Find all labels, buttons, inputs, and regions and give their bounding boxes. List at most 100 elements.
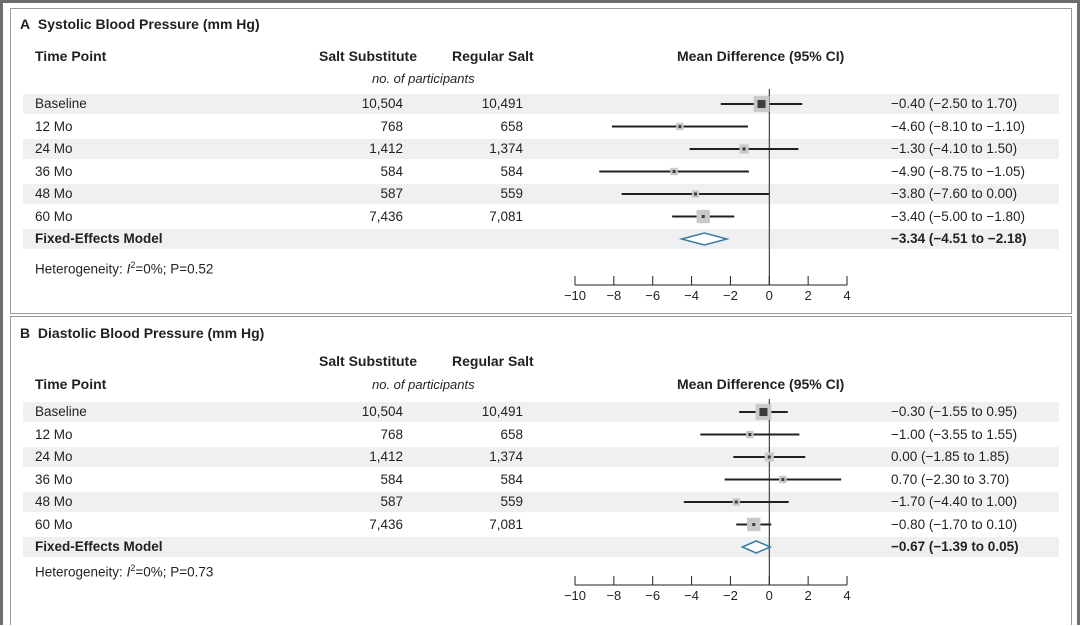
- row-stripe: [23, 492, 1059, 512]
- row-label: 12 Mo: [35, 118, 73, 134]
- x-tick-label: 2: [805, 588, 812, 603]
- x-tick-label: 4: [843, 288, 850, 303]
- heterogeneity-prefix: Heterogeneity:: [35, 564, 127, 580]
- heterogeneity-sup: 2: [130, 260, 136, 270]
- participants-note: no. of participants: [372, 377, 475, 392]
- summary-diamond: [678, 232, 730, 246]
- panel-title: B Diastolic Blood Pressure (mm Hg): [20, 325, 264, 341]
- row-label: Baseline: [35, 96, 87, 111]
- panel-letter: B: [20, 325, 31, 341]
- heterogeneity-note: Heterogeneity: I2=0%; P=0.52: [35, 257, 213, 278]
- row-stripe: [23, 447, 1059, 467]
- panel-title-text: Diastolic Blood Pressure (mm Hg): [37, 325, 265, 341]
- row-n-salt-substitute: 768: [380, 118, 403, 134]
- row-ci-text: −4.60 (−8.10 to −1.10): [891, 118, 1025, 134]
- row-n-regular-salt: 7,081: [489, 208, 523, 224]
- row-n-regular-salt: 559: [500, 186, 523, 201]
- row-ci-text: −1.70 (−4.40 to 1.00): [891, 494, 1018, 509]
- col-header-mean-difference: Mean Difference (95% CI): [677, 48, 845, 64]
- row-n-salt-substitute: 584: [380, 163, 403, 179]
- heterogeneity-stat: I: [126, 564, 131, 580]
- row-ci-text: 0.70 (−2.30 to 3.70): [891, 471, 1010, 487]
- row-ci-text: −1.30 (−4.10 to 1.50): [891, 141, 1018, 156]
- row-n-regular-salt: 658: [500, 426, 523, 442]
- row-stripe: [23, 537, 1059, 557]
- row-n-regular-salt: 559: [500, 494, 523, 509]
- panel-title: A Systolic Blood Pressure (mm Hg): [20, 16, 260, 32]
- row-n-salt-substitute: 10,504: [361, 404, 403, 419]
- row-n-regular-salt: 658: [500, 118, 523, 134]
- row-n-salt-substitute: 587: [380, 494, 403, 509]
- row-stripe: [23, 229, 1059, 249]
- row-n-regular-salt: 584: [500, 471, 523, 487]
- point-estimate: [757, 100, 766, 108]
- x-tick-label: 2: [805, 288, 812, 303]
- x-tick-label: −2: [723, 288, 738, 303]
- row-ci-text: −1.00 (−3.55 to 1.55): [891, 426, 1018, 442]
- point-estimate: [734, 500, 738, 504]
- x-tick-label: −6: [645, 588, 660, 603]
- point-estimate: [672, 170, 676, 173]
- panel-systolic: A Systolic Blood Pressure (mm Hg) Time P…: [10, 8, 1072, 314]
- panel-diastolic: B Diastolic Blood Pressure (mm Hg) Salt …: [10, 316, 1072, 625]
- x-tick-label: −10: [564, 588, 586, 603]
- x-tick-label: 0: [766, 288, 773, 303]
- participants-note: no. of participants: [372, 71, 475, 86]
- row-label: 60 Mo: [35, 516, 73, 532]
- row-n-salt-substitute: 7,436: [369, 208, 403, 224]
- row-n-regular-salt: 10,491: [481, 404, 523, 419]
- row-label: 48 Mo: [35, 494, 73, 509]
- row-n-regular-salt: 1,374: [489, 141, 523, 156]
- summary-label: Fixed-Effects Model: [35, 231, 163, 246]
- row-n-salt-substitute: 1,412: [369, 449, 403, 464]
- summary-ci-text: −0.67 (−1.39 to 0.05): [891, 539, 1019, 554]
- summary-label: Fixed-Effects Model: [35, 539, 163, 554]
- row-n-regular-salt: 10,491: [481, 96, 523, 111]
- col-header-time-point: Time Point: [35, 48, 107, 64]
- panel-letter: A: [20, 16, 31, 32]
- point-estimate: [767, 455, 771, 459]
- point-estimate: [701, 215, 705, 218]
- row-ci-text: −3.40 (−5.00 to −1.80): [891, 208, 1025, 224]
- x-tick-label: −8: [606, 288, 621, 303]
- row-stripe: [23, 402, 1059, 422]
- row-stripe: [23, 94, 1059, 114]
- row-stripe: [23, 139, 1059, 159]
- heterogeneity-rest: =0%; P=0.52: [135, 261, 214, 277]
- row-n-salt-substitute: 1,412: [369, 141, 403, 156]
- forest-plot-diastolic: −10 −8 −6 −4 −2 0 2 4: [564, 399, 851, 603]
- row-n-salt-substitute: 587: [380, 186, 403, 201]
- row-n-salt-substitute: 768: [380, 426, 403, 442]
- row-n-salt-substitute: 584: [380, 471, 403, 487]
- row-label: 36 Mo: [35, 163, 73, 179]
- row-label: Baseline: [35, 404, 87, 419]
- point-estimate: [752, 523, 756, 526]
- row-ci-text: −0.30 (−1.55 to 0.95): [891, 404, 1018, 419]
- row-ci-text: −0.80 (−1.70 to 0.10): [891, 516, 1018, 532]
- point-estimate: [781, 478, 785, 481]
- row-ci-text: −4.90 (−8.75 to −1.05): [891, 163, 1025, 179]
- col-header-regular-salt: Regular Salt: [452, 48, 534, 64]
- row-label: 12 Mo: [35, 426, 73, 442]
- row-n-salt-substitute: 10,504: [361, 96, 403, 111]
- col-header-salt-substitute: Salt Substitute: [319, 48, 418, 64]
- panel-title-text: Systolic Blood Pressure (mm Hg): [37, 16, 260, 32]
- row-n-salt-substitute: 7,436: [369, 516, 403, 532]
- point-estimate: [742, 147, 746, 151]
- x-tick-label: 4: [843, 588, 850, 603]
- row-stripe: [23, 184, 1059, 204]
- row-ci-text: 0.00 (−1.85 to 1.85): [891, 449, 1010, 464]
- row-label: 60 Mo: [35, 208, 73, 224]
- row-n-regular-salt: 7,081: [489, 516, 523, 532]
- heterogeneity-prefix: Heterogeneity:: [35, 261, 127, 277]
- summary-ci-text: −3.34 (−4.51 to −2.18): [891, 231, 1027, 246]
- col-header-mean-difference: Mean Difference (95% CI): [677, 376, 845, 392]
- x-tick-label: 0: [766, 588, 773, 603]
- col-header-time-point: Time Point: [35, 376, 107, 392]
- point-estimate: [759, 408, 768, 416]
- point-estimate: [748, 433, 752, 436]
- row-n-regular-salt: 584: [500, 163, 523, 179]
- x-tick-label: −6: [645, 288, 660, 303]
- heterogeneity-sup: 2: [130, 563, 136, 573]
